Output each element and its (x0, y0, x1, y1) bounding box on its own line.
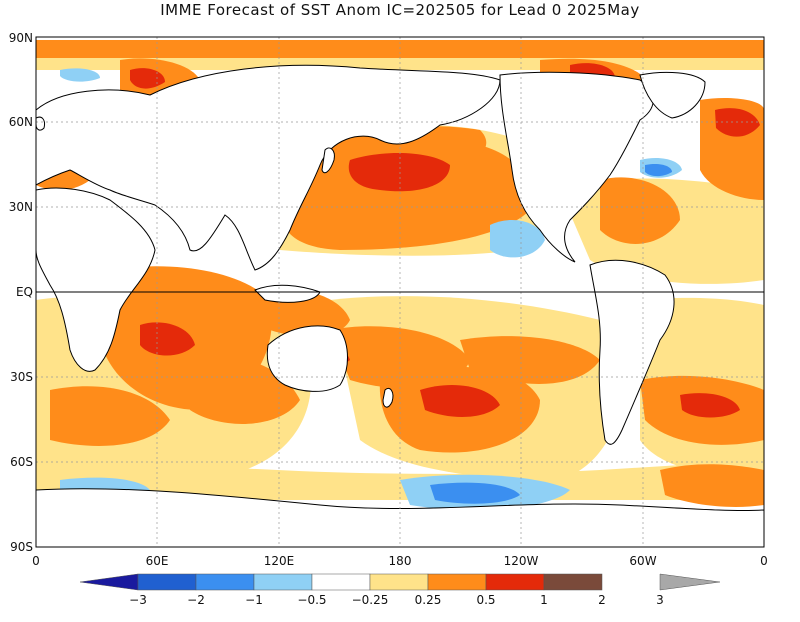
colorbar-tick: −2 (187, 593, 205, 607)
colorbar-box (253, 573, 313, 591)
colorbar-tick: 1 (540, 593, 548, 607)
colorbar-box (369, 573, 429, 591)
lat-label: 90S (10, 540, 33, 554)
continents (36, 64, 764, 547)
greenland (639, 71, 706, 119)
colorbar-tick: −1 (245, 593, 263, 607)
lon-label: 120E (264, 554, 295, 568)
lat-label: 30S (10, 370, 33, 384)
colorbar-box (427, 573, 487, 591)
lon-label: 180 (389, 554, 412, 568)
colorbar-tick: −3 (129, 593, 147, 607)
south-america (589, 259, 675, 445)
colorbar-box (311, 573, 371, 591)
colorbar-tick: −0.25 (352, 593, 389, 607)
north-america (499, 71, 654, 263)
eurasia (36, 64, 501, 271)
lat-label: 60S (10, 455, 33, 469)
colorbar: −3 −2 −1 −0.5 −0.25 0.25 0.5 1 2 3 (79, 573, 721, 607)
latitude-axis: 90N 60N 30N EQ 30S 60S 90S (9, 31, 33, 554)
colorbar-box (195, 573, 255, 591)
colorbar-arrow-right (659, 573, 721, 591)
japan (321, 147, 335, 174)
map-title: IMME Forecast of SST Anom IC=202505 for … (160, 1, 640, 19)
lat-label: 30N (9, 200, 33, 214)
lat-label: 90N (9, 31, 33, 45)
colorbar-tick: 3 (656, 593, 664, 607)
lon-label: 60W (629, 554, 656, 568)
colorbar-tick: 0.25 (415, 593, 442, 607)
uk (36, 116, 45, 131)
grid (36, 37, 764, 547)
colorbar-box (485, 573, 545, 591)
colorbar-box (543, 573, 603, 591)
anomaly-medium-negative (430, 163, 672, 504)
lon-label: 60E (146, 554, 169, 568)
colorbar-tick: 0.5 (476, 593, 495, 607)
lon-label: 0 (760, 554, 768, 568)
australia (266, 325, 348, 392)
map-frame (35, 36, 765, 548)
colorbar-tick: 2 (598, 593, 606, 607)
lat-label: 60N (9, 115, 33, 129)
africa (36, 187, 156, 372)
lat-label: EQ (16, 285, 33, 299)
lon-label: 120W (504, 554, 539, 568)
colorbar-tick: −0.5 (297, 593, 326, 607)
longitude-axis: 0 60E 120E 180 120W 60W 0 (32, 554, 768, 568)
colorbar-box (137, 573, 197, 591)
colorbar-arrow-left (79, 573, 139, 591)
new-zealand (382, 387, 394, 408)
lon-label: 0 (32, 554, 40, 568)
